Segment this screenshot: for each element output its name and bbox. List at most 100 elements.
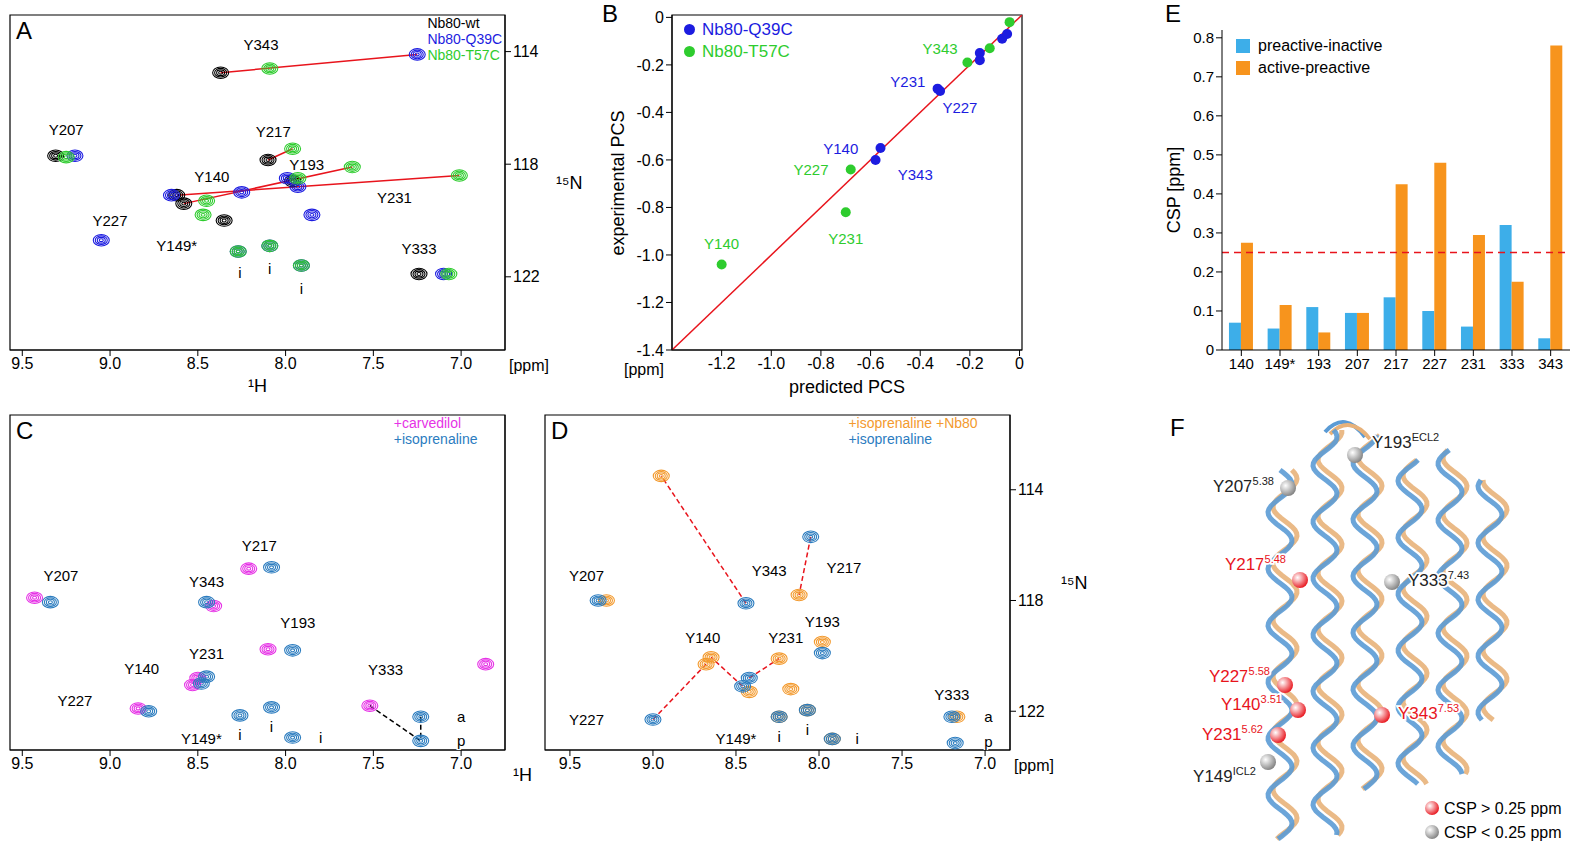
svg-text:140: 140 [1229, 355, 1254, 372]
svg-text:9.5: 9.5 [559, 755, 581, 772]
svg-text:i: i [806, 721, 809, 738]
svg-text:-0.2: -0.2 [956, 355, 984, 372]
svg-text:-1.2: -1.2 [636, 294, 664, 311]
svg-text:-1.0: -1.0 [758, 355, 786, 372]
svg-text:Y227: Y227 [942, 99, 977, 116]
svg-text:8.0: 8.0 [274, 355, 296, 372]
svg-text:149*: 149* [1265, 355, 1296, 372]
svg-text:Y140: Y140 [124, 660, 159, 677]
svg-text:Y227: Y227 [93, 212, 128, 229]
svg-text:Y1403.51: Y1403.51 [1221, 693, 1282, 714]
svg-text:114: 114 [1018, 481, 1044, 498]
svg-text:Y343: Y343 [898, 166, 933, 183]
svg-text:231: 231 [1461, 355, 1486, 372]
svg-text:Y2315.62: Y2315.62 [1202, 723, 1263, 744]
svg-text:Y231: Y231 [890, 73, 925, 90]
svg-text:Y227: Y227 [569, 711, 604, 728]
svg-text:Y333: Y333 [368, 661, 403, 678]
svg-text:i: i [238, 264, 241, 281]
svg-text:Y217: Y217 [826, 559, 861, 576]
svg-text:122: 122 [513, 268, 540, 285]
svg-text:Y343: Y343 [752, 562, 787, 579]
svg-text:-1.4: -1.4 [636, 342, 664, 359]
svg-text:Y227: Y227 [793, 161, 828, 178]
svg-text:193: 193 [1306, 355, 1331, 372]
svg-text:Y193ECL2: Y193ECL2 [1372, 431, 1439, 452]
svg-text:-0.4: -0.4 [636, 104, 664, 121]
svg-text:Y149*: Y149* [181, 730, 222, 747]
svg-text:0.2: 0.2 [1193, 263, 1214, 280]
svg-text:0.8: 0.8 [1193, 29, 1214, 46]
svg-text:Y217: Y217 [242, 537, 277, 554]
svg-text:i: i [300, 280, 303, 297]
svg-text:0.7: 0.7 [1193, 68, 1214, 85]
svg-text:118: 118 [513, 156, 539, 173]
svg-text:8.0: 8.0 [274, 755, 296, 772]
svg-text:0.1: 0.1 [1193, 302, 1214, 319]
svg-text:Y193: Y193 [289, 156, 324, 173]
svg-text:343: 343 [1538, 355, 1563, 372]
svg-text:Y217: Y217 [256, 123, 291, 140]
svg-text:Y2075.38: Y2075.38 [1213, 475, 1274, 496]
svg-text:i: i [268, 260, 271, 277]
svg-text:122: 122 [1018, 703, 1045, 720]
svg-text:-0.6: -0.6 [636, 152, 664, 169]
svg-text:Y140: Y140 [685, 629, 720, 646]
svg-text:Y140: Y140 [194, 168, 229, 185]
svg-text:i: i [319, 729, 322, 746]
svg-text:Y193: Y193 [805, 613, 840, 630]
svg-text:-0.8: -0.8 [807, 355, 835, 372]
svg-text:Y343: Y343 [189, 573, 224, 590]
svg-text:8.5: 8.5 [187, 355, 209, 372]
svg-text:Y3337.43: Y3337.43 [1408, 569, 1469, 590]
svg-text:7.5: 7.5 [362, 755, 384, 772]
svg-text:9.5: 9.5 [11, 355, 33, 372]
svg-text:8.0: 8.0 [808, 755, 830, 772]
svg-text:Y193: Y193 [280, 614, 315, 631]
svg-text:9.5: 9.5 [11, 755, 33, 772]
svg-text:Y207: Y207 [569, 567, 604, 584]
svg-text:Y149*: Y149* [716, 730, 757, 747]
svg-text:p: p [984, 733, 992, 750]
svg-text:227: 227 [1422, 355, 1447, 372]
svg-text:0.5: 0.5 [1193, 146, 1214, 163]
svg-text:a: a [457, 708, 466, 725]
svg-text:-0.8: -0.8 [636, 199, 664, 216]
svg-text:7.0: 7.0 [974, 755, 996, 772]
svg-text:114: 114 [513, 43, 539, 60]
svg-text:a: a [984, 708, 993, 725]
svg-text:-0.2: -0.2 [636, 57, 664, 74]
svg-text:0.6: 0.6 [1193, 107, 1214, 124]
svg-text:Y231: Y231 [768, 629, 803, 646]
svg-text:217: 217 [1383, 355, 1408, 372]
svg-text:0: 0 [1015, 355, 1024, 372]
svg-text:7.0: 7.0 [450, 755, 472, 772]
svg-text:333: 333 [1499, 355, 1524, 372]
svg-text:p: p [457, 732, 465, 749]
svg-text:Y231: Y231 [377, 189, 412, 206]
svg-text:-0.4: -0.4 [906, 355, 934, 372]
svg-text:Y149*: Y149* [156, 237, 197, 254]
svg-text:Y207: Y207 [49, 121, 84, 138]
svg-text:Y140: Y140 [823, 140, 858, 157]
svg-text:9.0: 9.0 [99, 355, 121, 372]
svg-text:0: 0 [1206, 341, 1214, 358]
svg-text:Y343: Y343 [923, 40, 958, 57]
svg-text:7.5: 7.5 [891, 755, 913, 772]
svg-text:CSP > 0.25 ppm: CSP > 0.25 ppm [1444, 800, 1562, 817]
svg-text:i: i [270, 718, 273, 735]
svg-text:i: i [238, 726, 241, 743]
svg-text:i: i [856, 730, 859, 747]
svg-text:Y2175.48: Y2175.48 [1225, 553, 1286, 574]
svg-text:8.5: 8.5 [725, 755, 747, 772]
svg-text:Y227: Y227 [57, 692, 92, 709]
svg-text:0: 0 [655, 9, 664, 26]
svg-text:F: F [1170, 414, 1185, 441]
svg-text:Y333: Y333 [401, 240, 436, 257]
svg-text:Y140: Y140 [704, 235, 739, 252]
svg-text:Y3437.53: Y3437.53 [1398, 702, 1459, 723]
svg-text:-1.0: -1.0 [636, 247, 664, 264]
svg-text:9.0: 9.0 [642, 755, 664, 772]
svg-text:Y333: Y333 [934, 686, 969, 703]
svg-text:9.0: 9.0 [99, 755, 121, 772]
